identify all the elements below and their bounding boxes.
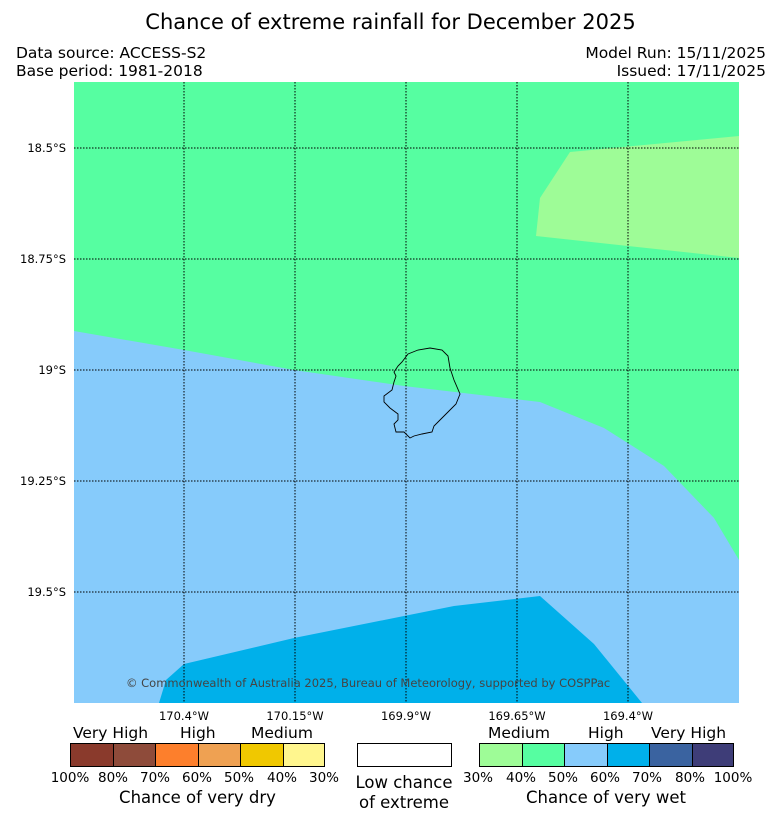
legend-dry-swatch xyxy=(155,743,198,767)
legend-wet-swatch xyxy=(564,743,607,767)
map-title: Chance of extreme rainfall for December … xyxy=(145,10,636,34)
lon-label: 169.9°W xyxy=(380,709,432,723)
legend-dry-medium: Medium xyxy=(251,724,313,742)
lat-label: 19°S xyxy=(38,363,66,377)
lat-label: 19.5°S xyxy=(27,585,66,599)
legend-dry-pct: 40% xyxy=(266,770,297,786)
lon-label: 169.65°W xyxy=(488,709,546,723)
legend-wet-swatch xyxy=(521,743,564,767)
legend-wet-title: Chance of very wet xyxy=(526,788,686,807)
legend-wet-swatch xyxy=(479,743,522,767)
model-run-text: Model Run: 15/11/2025 xyxy=(585,44,766,62)
legend-dry-title: Chance of very dry xyxy=(119,788,276,807)
island-outline xyxy=(383,347,461,439)
copyright-text: © Commonwealth of Australia 2025, Bureau… xyxy=(126,676,610,690)
legend-wet-swatch xyxy=(691,743,734,767)
legend-low-title: Low chance of extreme xyxy=(340,773,468,813)
legend-dry-swatch xyxy=(70,743,113,767)
metadata-left: Data source: ACCESS-S2 Base period: 1981… xyxy=(16,44,206,80)
base-period-text: Base period: 1981-2018 xyxy=(16,62,203,80)
legend-wet-pct: 70% xyxy=(631,770,662,786)
rainfall-map[interactable]: © Commonwealth of Australia 2025, Bureau… xyxy=(74,82,739,703)
legend-dry-pct: 100% xyxy=(50,770,90,786)
region-wet-high-70 xyxy=(159,596,642,703)
legend-dry-high: High xyxy=(180,724,216,742)
legend-low-swatch xyxy=(357,743,452,767)
legend-dry-pct: 30% xyxy=(308,770,339,786)
legend-dry-swatch xyxy=(282,743,325,767)
region-wet-medium-40 xyxy=(536,136,739,258)
lon-label: 170.4°W xyxy=(158,709,210,723)
legend-wet-high: High xyxy=(588,724,624,742)
lat-label: 19.25°S xyxy=(20,474,66,488)
metadata-right: Model Run: 15/11/2025 Issued: 17/11/2025 xyxy=(585,44,766,80)
legend-dry-pct: 80% xyxy=(97,770,128,786)
lat-label: 18.75°S xyxy=(20,252,66,266)
data-source-text: Data source: ACCESS-S2 xyxy=(16,44,207,62)
lon-label: 169.4°W xyxy=(602,709,654,723)
legend-wet-swatch xyxy=(606,743,649,767)
graticule xyxy=(74,82,739,703)
legend-wet-pct: 80% xyxy=(674,770,705,786)
legend-low-title-line1: Low chance xyxy=(355,773,453,792)
legend-wet-pct: 50% xyxy=(547,770,578,786)
legend-wet-medium: Medium xyxy=(488,724,550,742)
legend-dry-pct: 50% xyxy=(223,770,254,786)
legend-dry-swatch xyxy=(112,743,155,767)
legend-dry-swatch xyxy=(240,743,283,767)
legend-wet-pct: 40% xyxy=(505,770,536,786)
legend-wet-pct: 30% xyxy=(462,770,493,786)
issued-text: Issued: 17/11/2025 xyxy=(616,62,766,80)
legend-wet-pct: 100% xyxy=(713,770,753,786)
legend-dry-swatch xyxy=(197,743,240,767)
legend-dry-pct: 70% xyxy=(139,770,170,786)
legend-wet-very-high: Very High xyxy=(651,724,727,742)
legend-wet-swatch xyxy=(649,743,692,767)
legend-wet-pct: 60% xyxy=(589,770,620,786)
lon-label: 170.15°W xyxy=(266,709,324,723)
legend-low-title-line2: of extreme xyxy=(358,793,450,812)
legend-dry-pct: 60% xyxy=(181,770,212,786)
lat-label: 18.5°S xyxy=(27,141,66,155)
legend-dry-very-high: Very High xyxy=(73,724,149,742)
